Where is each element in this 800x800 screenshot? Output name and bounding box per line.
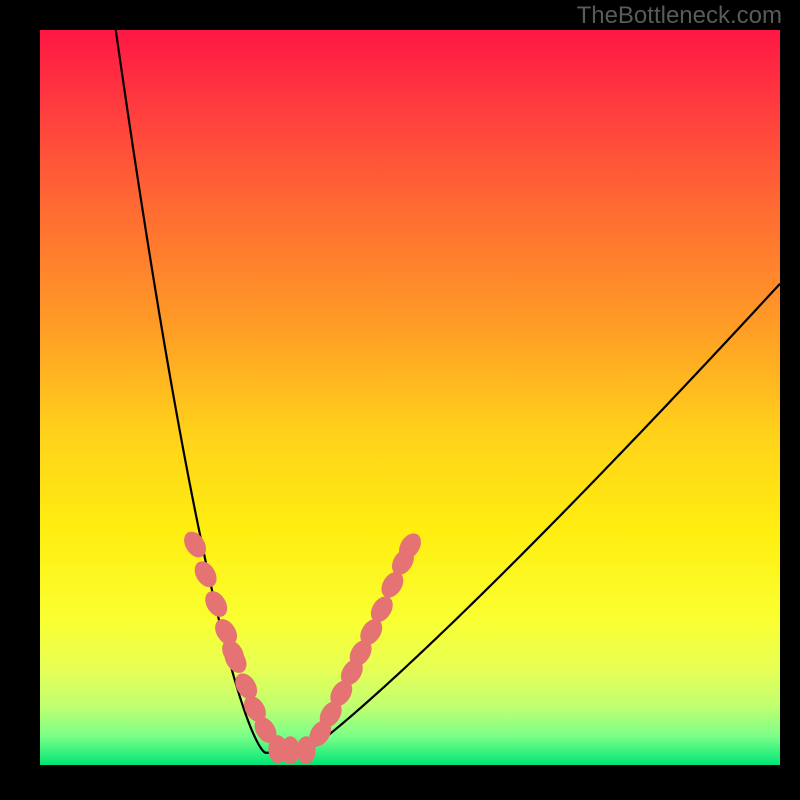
bottleneck-curve-chart bbox=[0, 0, 800, 800]
chart-stage: TheBottleneck.com bbox=[0, 0, 800, 800]
gradient-background bbox=[40, 30, 780, 765]
watermark-text: TheBottleneck.com bbox=[577, 2, 782, 30]
